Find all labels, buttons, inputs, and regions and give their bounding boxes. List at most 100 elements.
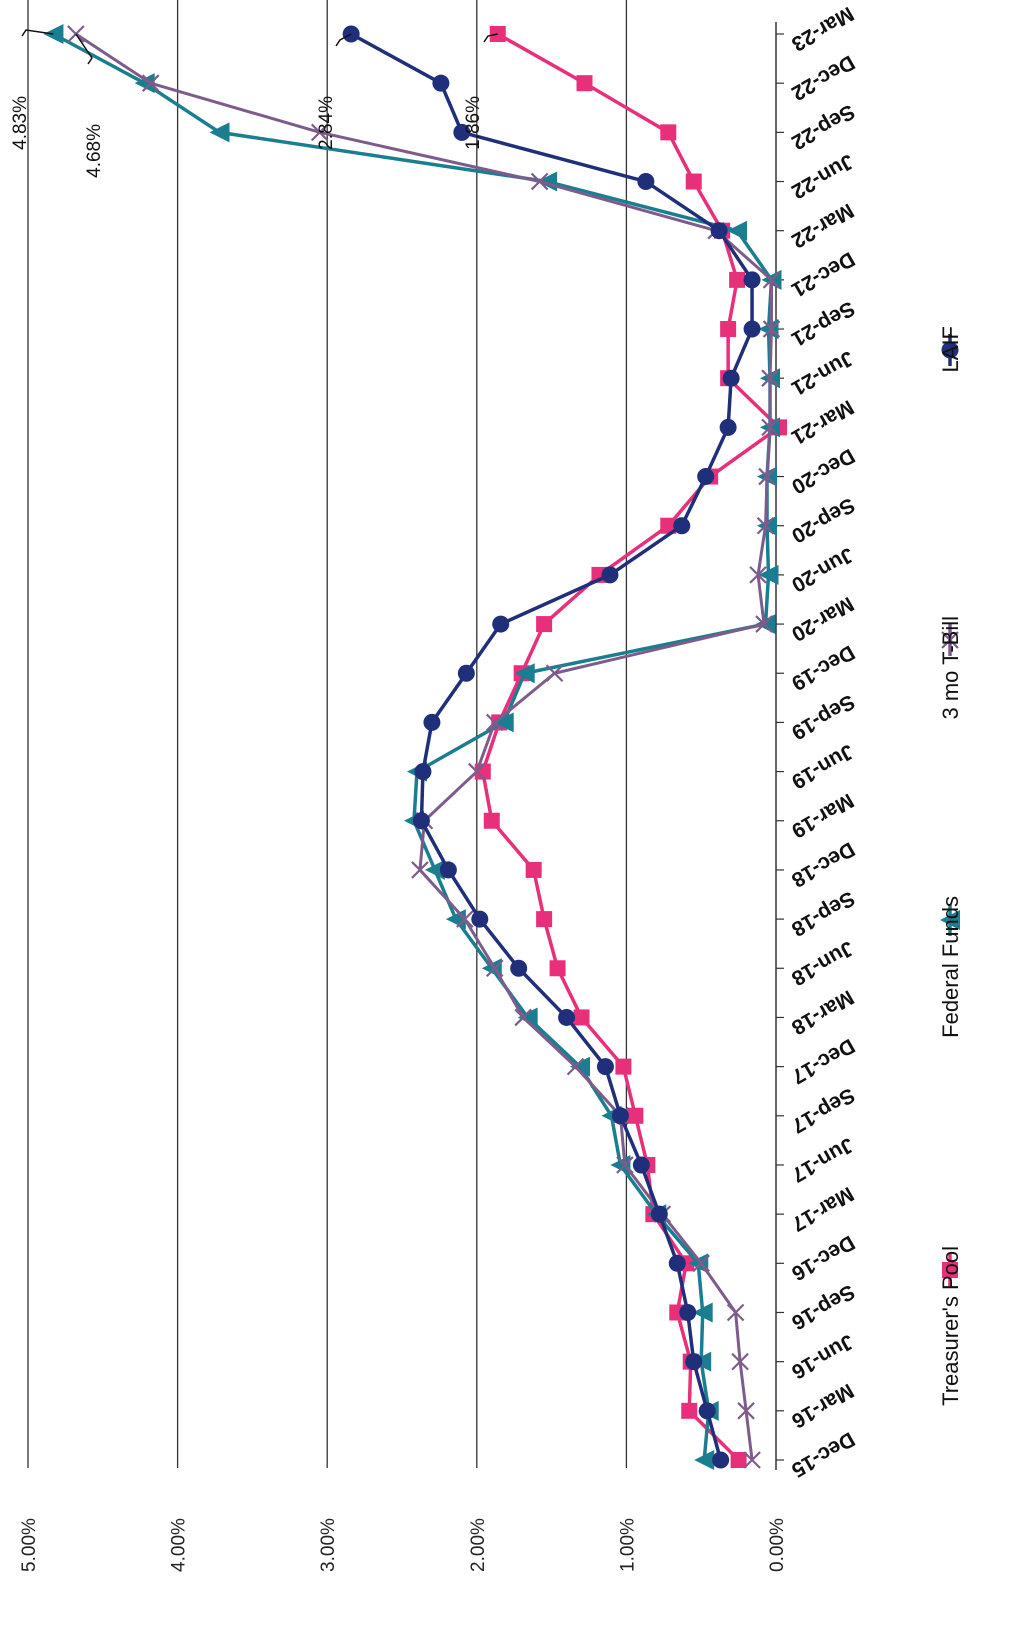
category-label: Mar-21 [787,395,857,449]
category-label: Jun-16 [788,1329,858,1383]
legend-item: LAIF [938,326,963,372]
data-point [743,320,761,338]
data-point [660,517,677,534]
category-label: Sep-18 [787,886,858,941]
category-label: Sep-22 [788,100,859,154]
value-tick-labels: 0.00% 1.00% 2.00% 3.00% 4.00% 5.00% [19,1518,788,1572]
data-point [493,712,514,733]
data-point [576,75,593,92]
data-point [756,516,775,535]
legend-label: Treasurer's Pool [938,1246,963,1406]
data-point [637,173,655,191]
category-label: Dec-16 [788,1231,859,1285]
data-point [729,271,746,288]
category-label: Jun-22 [788,149,858,203]
data-point [697,468,715,486]
data-point [694,1450,715,1470]
category-label: Sep-19 [788,690,859,744]
data-point [698,1402,716,1420]
data-point [412,812,430,830]
annotation-label: 4.68% [84,124,105,178]
data-point [761,418,779,437]
data-point [615,1058,632,1075]
data-point [685,173,702,190]
data-point [485,713,504,732]
data-point [761,369,779,387]
data-point [726,1303,745,1322]
legend-label: LAIF [938,326,963,372]
data-point [758,467,776,486]
data-point [510,959,528,977]
data-point [722,369,740,387]
annotations: 4.83% 4.68% 2.84% 1.86% [10,29,498,178]
category-label: Dec-17 [788,1034,859,1088]
data-point [424,859,445,880]
data-point [692,1302,713,1323]
data-point [439,861,457,879]
data-point [432,74,450,92]
data-point [411,861,429,879]
gridlines [27,0,628,1468]
data-point [679,1303,697,1321]
category-label: Jun-19 [788,739,858,793]
data-point [743,1451,761,1469]
value-tick-label: 5.00% [19,1518,40,1572]
category-label: Sep-21 [787,296,858,351]
data-point [209,122,230,143]
data-point [514,663,535,684]
data-point [762,320,781,338]
series-line [75,32,774,1461]
data-point [632,1156,650,1174]
series-federal-funds [43,24,782,1470]
legend-marker [940,910,960,930]
data-point [650,1205,668,1223]
category-label: Mar-16 [788,1379,858,1433]
legend-marker [942,1262,958,1278]
value-tick-label: 3.00% [318,1518,339,1572]
category-axis [775,22,784,1470]
data-point [710,222,728,240]
data-point [530,172,549,191]
category-label: Jun-20 [788,543,858,597]
category-label: Mar-18 [787,985,857,1039]
series-laif [342,25,761,1469]
data-point [558,1008,576,1026]
data-point [456,910,474,928]
series-line [350,32,754,1461]
data-point [134,73,155,94]
data-point [310,123,329,142]
legend-item: 3 mo T-Bill [938,616,963,720]
data-point [492,615,510,633]
data-point [668,1254,686,1272]
data-point [536,911,553,928]
legend-marker [941,631,959,649]
data-point [566,1057,585,1076]
category-label: Dec-20 [788,444,859,498]
annotation-leader [483,33,498,43]
data-point [737,1402,755,1420]
legend-marker [941,341,959,359]
annotation-label: 2.84% [316,96,337,150]
series-line [52,32,774,1461]
legend-item: Federal Funds [938,896,963,1038]
data-point [525,861,542,878]
value-tick-label: 2.00% [468,1518,489,1572]
category-label: Dec-15 [787,1427,858,1482]
data-point [730,1452,747,1468]
data-point [457,664,475,682]
data-point [731,1352,749,1371]
data-point [453,123,471,141]
data-point [719,418,737,436]
data-point [423,713,441,731]
category-label: Sep-20 [788,493,859,547]
data-point [570,1056,591,1077]
annotation-label: 4.83% [10,96,31,150]
data-point [685,1353,703,1371]
value-tick-label: 0.00% [767,1518,788,1572]
data-point [755,615,773,633]
category-label: Mar-23 [788,2,858,56]
category-label: Mar-17 [788,1182,858,1236]
data-point [743,271,761,289]
data-point [611,1107,629,1125]
annotation-leader [75,33,93,65]
